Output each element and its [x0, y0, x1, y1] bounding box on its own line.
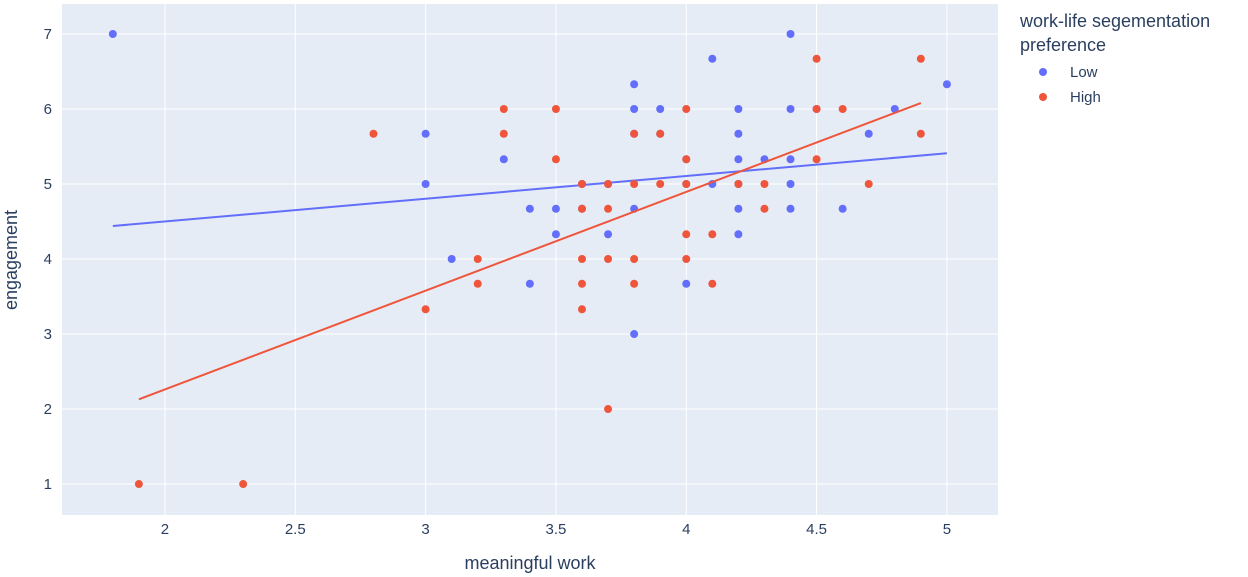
- point: [630, 255, 639, 264]
- point: [473, 255, 482, 264]
- point: [656, 129, 665, 138]
- point: [812, 155, 821, 164]
- point: [786, 155, 795, 164]
- point: [682, 230, 691, 239]
- point: [760, 180, 769, 189]
- point: [734, 105, 743, 114]
- point: [708, 279, 717, 288]
- y-tick-label: 4: [44, 251, 52, 268]
- x-tick-label: 3.5: [546, 521, 567, 538]
- x-tick-label: 2.5: [285, 521, 306, 538]
- trendline: [138, 102, 922, 401]
- x-tick-label: 2: [161, 521, 169, 538]
- point: [551, 155, 560, 164]
- point: [630, 180, 639, 189]
- point: [551, 105, 560, 114]
- point: [525, 204, 534, 213]
- point: [812, 54, 821, 63]
- point: [421, 129, 430, 138]
- point: [604, 204, 613, 213]
- point: [682, 155, 691, 164]
- y-tick-label: 6: [44, 101, 52, 118]
- point: [838, 204, 847, 213]
- y-tick-label: 5: [44, 176, 52, 193]
- point: [734, 155, 743, 164]
- y-tick-label: 1: [44, 476, 52, 493]
- legend-label: High: [1070, 89, 1101, 106]
- point: [525, 279, 534, 288]
- point: [734, 230, 743, 239]
- point: [630, 129, 639, 138]
- point: [630, 279, 639, 288]
- point: [682, 255, 691, 264]
- point: [239, 480, 248, 489]
- point: [786, 105, 795, 114]
- point: [578, 279, 586, 288]
- point: [604, 230, 613, 239]
- point: [134, 480, 143, 489]
- x-tick-label: 4.5: [806, 521, 827, 538]
- point: [499, 129, 508, 138]
- point: [578, 204, 586, 213]
- point: [786, 204, 795, 213]
- point: [942, 80, 951, 89]
- legend-marker: [1039, 93, 1047, 101]
- point: [108, 30, 117, 39]
- point: [682, 180, 691, 189]
- point: [864, 129, 873, 138]
- point: [734, 129, 743, 138]
- point: [656, 105, 665, 114]
- y-tick-label: 3: [44, 326, 52, 343]
- x-tick-label: 4: [682, 521, 690, 538]
- point: [682, 105, 691, 114]
- point: [786, 30, 795, 39]
- point: [473, 279, 482, 288]
- point: [630, 330, 639, 339]
- y-axis-title: engagement: [1, 210, 21, 310]
- legend-title: work-life segementation preference: [1020, 11, 1211, 55]
- point: [421, 305, 430, 314]
- point: [604, 255, 613, 264]
- x-axis-title: meaningful work: [464, 553, 596, 573]
- point: [916, 54, 925, 63]
- legend-label: Low: [1070, 64, 1098, 81]
- trendline: [112, 152, 947, 228]
- point: [708, 230, 717, 239]
- point: [630, 80, 639, 89]
- point: [578, 180, 586, 189]
- point: [786, 180, 795, 189]
- x-tick-label: 3: [421, 521, 429, 538]
- point: [578, 255, 586, 264]
- point: [499, 155, 508, 164]
- point: [578, 305, 586, 314]
- point: [864, 180, 873, 189]
- point: [551, 230, 560, 239]
- point: [369, 129, 378, 138]
- point: [630, 105, 639, 114]
- y-tick-label: 7: [44, 26, 52, 43]
- point: [734, 180, 743, 189]
- point: [447, 255, 456, 264]
- point: [734, 204, 743, 213]
- y-tick-label: 2: [44, 401, 52, 418]
- point: [916, 129, 925, 138]
- point: [421, 180, 430, 189]
- point: [499, 105, 508, 114]
- point: [708, 54, 717, 63]
- point: [682, 279, 691, 288]
- point: [656, 180, 665, 189]
- point: [760, 204, 769, 213]
- point: [551, 204, 560, 213]
- point: [812, 105, 821, 114]
- point: [604, 405, 613, 414]
- x-tick-label: 5: [943, 521, 951, 538]
- point: [890, 105, 899, 114]
- point: [838, 105, 847, 114]
- point: [604, 180, 613, 189]
- legend-marker: [1039, 68, 1047, 76]
